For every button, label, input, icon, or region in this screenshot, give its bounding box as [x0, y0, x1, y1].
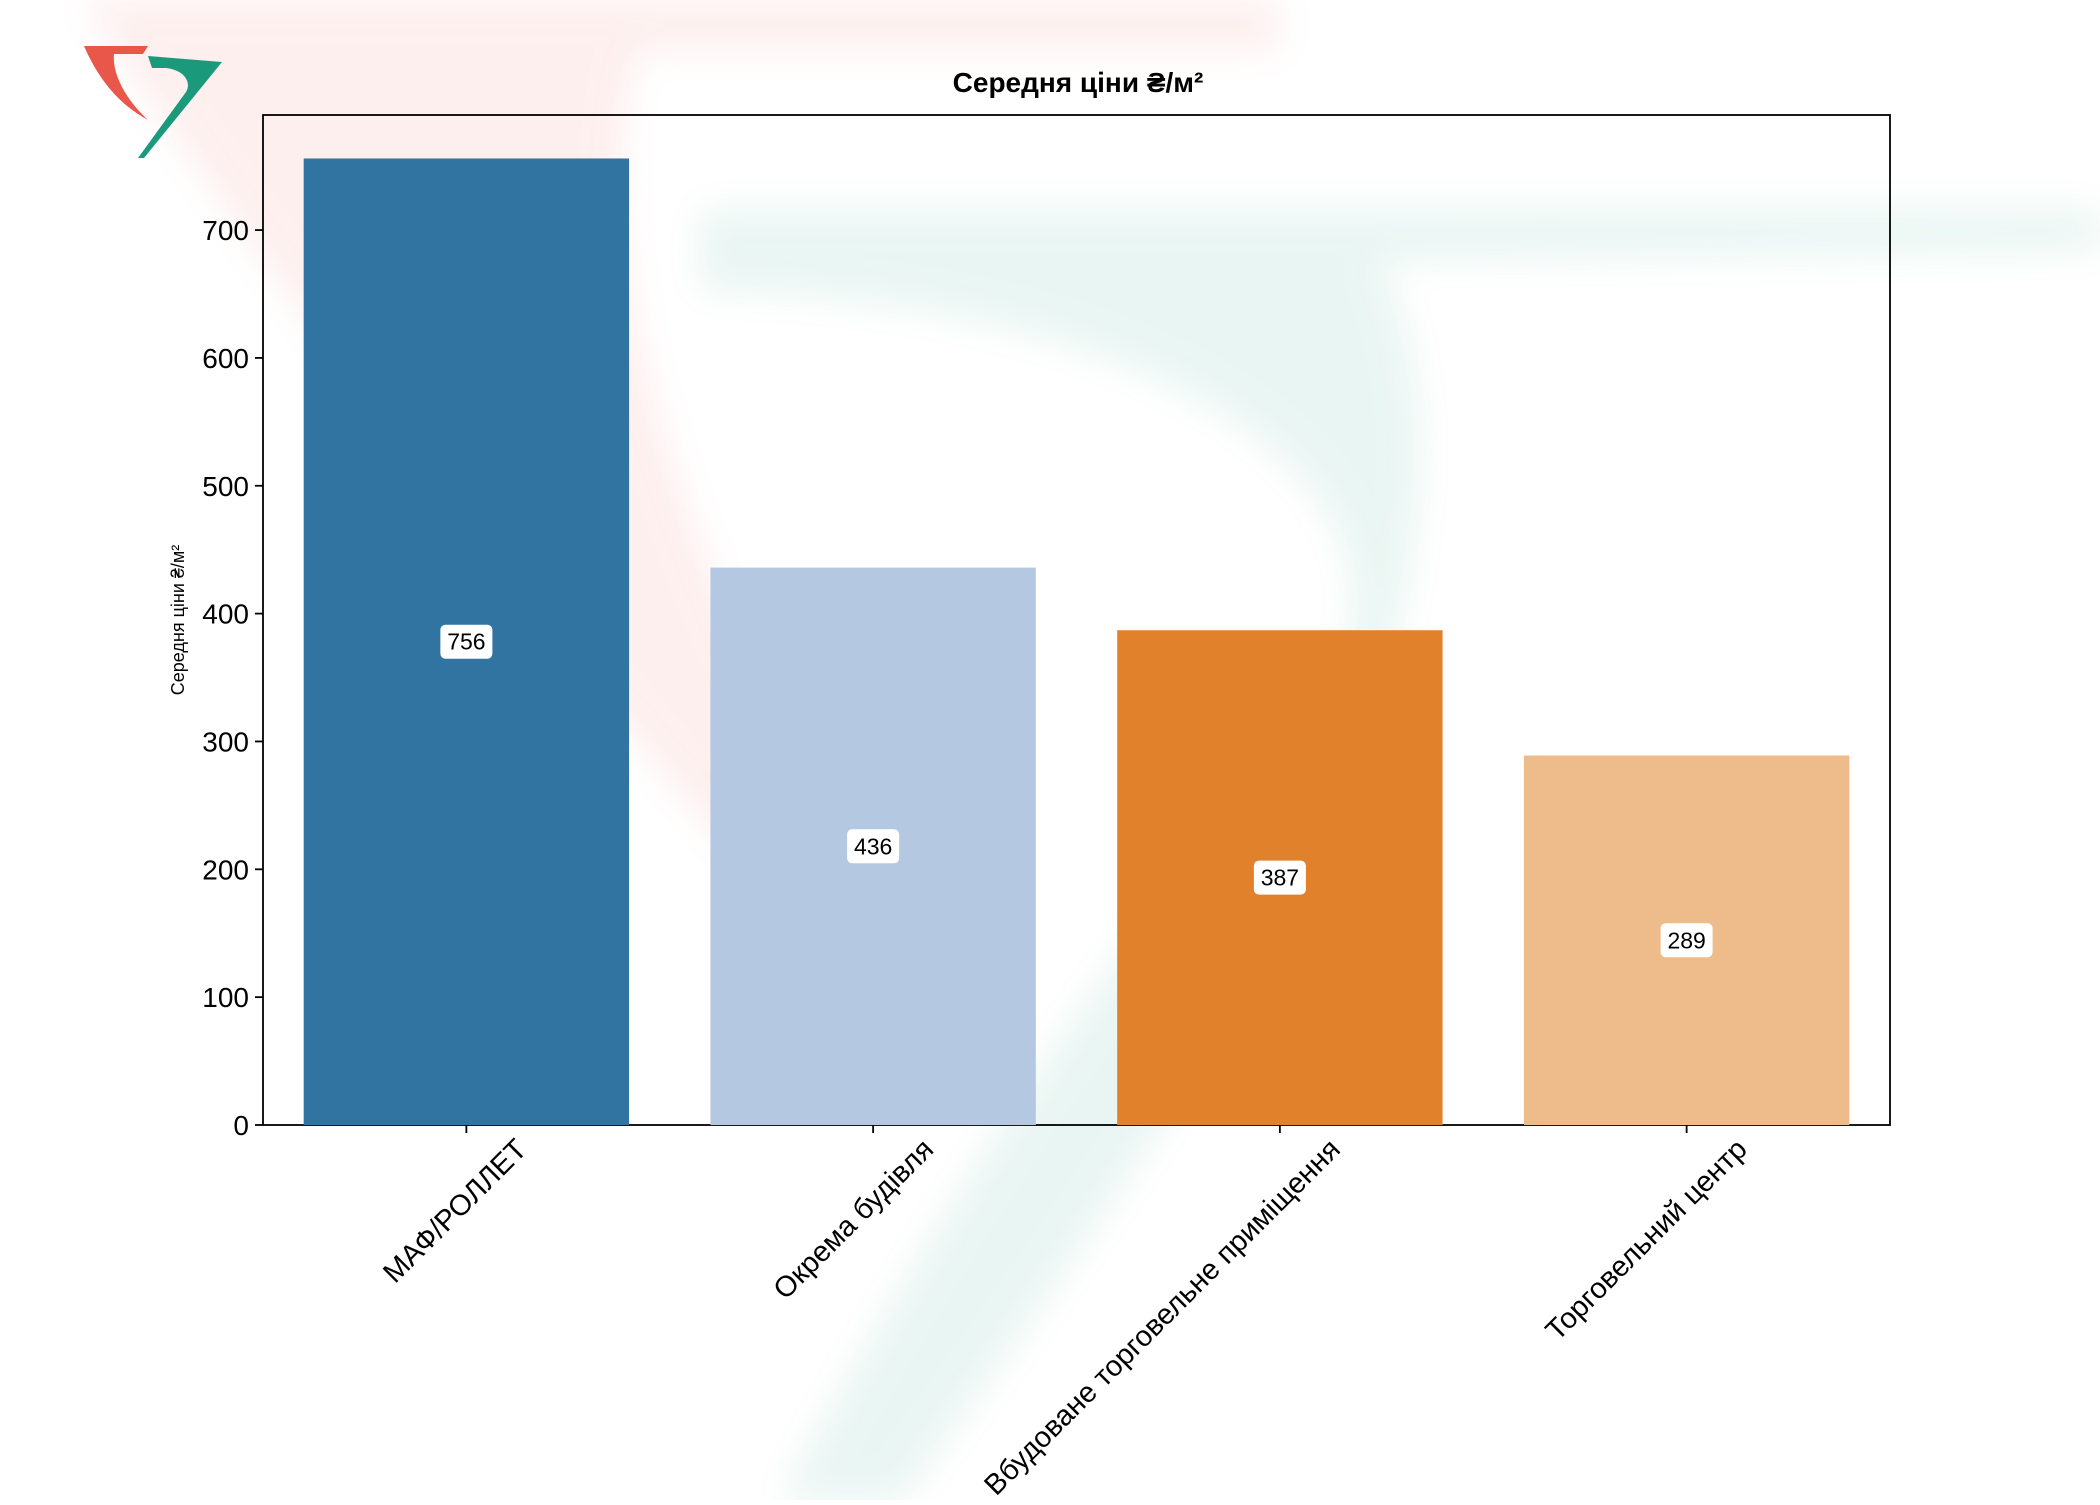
- logo-red-mark: [84, 46, 148, 120]
- data-label-box: [440, 624, 493, 659]
- x-tick-label: Торговельний центр: [1540, 1133, 1754, 1347]
- y-axis-label: Середня ціни ₴/м²: [168, 545, 188, 696]
- y-tick-label: 700: [202, 215, 249, 246]
- plot-frame: [262, 114, 1891, 1126]
- y-tick-label: 600: [202, 343, 249, 374]
- company-logo: [84, 46, 222, 158]
- y-tick-label: 400: [202, 599, 249, 630]
- y-tick-label: 100: [202, 982, 249, 1013]
- y-tick-label: 300: [202, 726, 249, 757]
- data-label-box: [1660, 923, 1713, 958]
- y-tick-label: 200: [202, 854, 249, 885]
- data-label-box: [847, 829, 900, 864]
- data-label-text: 387: [1261, 865, 1299, 891]
- data-label-1: 756: [440, 624, 493, 659]
- data-label-text: 436: [854, 833, 892, 859]
- chart-title: Середня ціни ₴/м²: [953, 67, 1204, 98]
- data-label-4: 289: [1660, 923, 1713, 958]
- y-tick-label: 0: [233, 1110, 249, 1141]
- data-label-2: 436: [847, 829, 900, 864]
- x-tick-label: МАФ/РОЛЛЕТ: [377, 1133, 533, 1289]
- data-label-text: 289: [1667, 927, 1705, 953]
- data-labels-layer: 756 436 387 289: [440, 624, 1713, 958]
- data-label-box: [1253, 860, 1306, 895]
- logo-green-mark: [138, 56, 222, 158]
- y-axis: 0 100 200 300 400 500 600 700: [202, 215, 263, 1141]
- data-label-3: 387: [1253, 860, 1306, 895]
- y-tick-label: 500: [202, 471, 249, 502]
- watermark-red-shape: [80, 0, 1280, 1090]
- watermark-green-shape: [700, 210, 2100, 1500]
- data-label-text: 756: [447, 629, 485, 655]
